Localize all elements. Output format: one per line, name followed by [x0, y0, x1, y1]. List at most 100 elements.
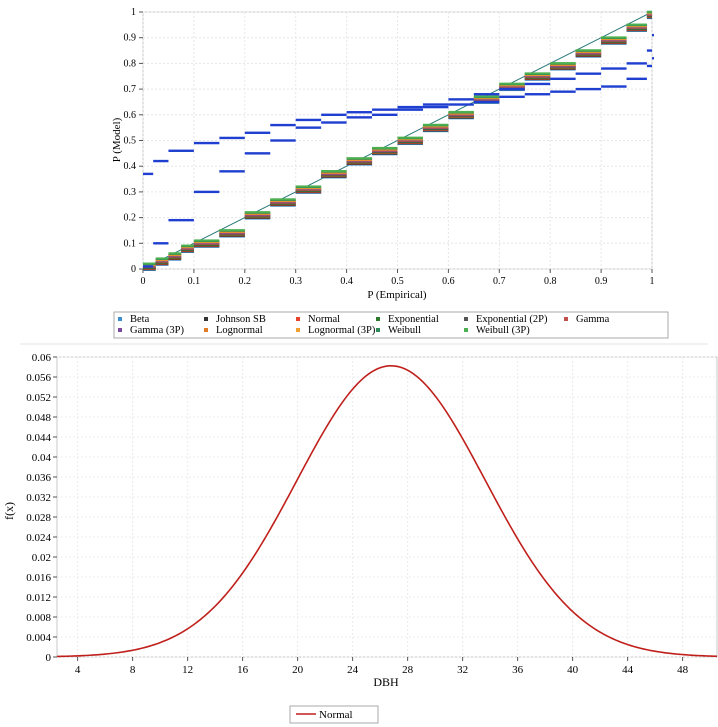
pp-legend-marker [296, 328, 300, 332]
pp-point [346, 116, 373, 119]
pp-point [193, 239, 220, 242]
pp-point [346, 157, 373, 160]
density-y-tick-label: 0.048 [26, 412, 51, 424]
pp-y-tick-label: 0.8 [124, 58, 137, 69]
pp-point [168, 149, 194, 152]
pp-point [422, 123, 449, 126]
pp-legend-marker [118, 317, 122, 321]
density-x-tick-label: 40 [567, 664, 579, 676]
pp-legend-label: Beta [130, 314, 150, 325]
pp-y-axis-label: P (Model) [111, 117, 123, 162]
pp-point [372, 108, 398, 111]
pp-plot: 0 0.1 0.2 0.3 0.4 0.5 0.6 0.7 0.8 0.9 1 0 0.1 0.2 0.3… [111, 7, 669, 339]
density-y-tick-label: 0.044 [26, 432, 51, 444]
density-y-tick-label: 0.02 [32, 552, 51, 564]
pp-point [219, 136, 245, 140]
pp-point [524, 72, 551, 75]
pp-point [270, 139, 296, 142]
pp-point [244, 131, 271, 134]
pp-point [575, 49, 602, 52]
pp-x-tick-label: 0.5 [391, 276, 404, 287]
pp-x-tick-label: 1 [650, 276, 655, 287]
pp-point [270, 123, 296, 127]
density-y-tick-label: 0.056 [26, 372, 51, 384]
pp-y-tick-label: 0 [131, 264, 136, 275]
pp-x-axis-label: P (Empirical) [367, 289, 426, 301]
pp-point [448, 98, 474, 101]
pp-point [372, 113, 398, 116]
pp-y-tick-label: 0.2 [124, 213, 137, 224]
pp-point [168, 252, 182, 255]
pp-y-tick-label: 0.9 [124, 33, 137, 44]
density-plot-area [56, 356, 718, 658]
pp-x-tick-label: 0.3 [289, 276, 302, 287]
density-gridlines [57, 356, 717, 658]
pp-point [524, 82, 551, 86]
pp-data-points [142, 10, 654, 271]
pp-point [652, 33, 654, 37]
pp-point [575, 72, 602, 75]
pp-point [295, 126, 322, 129]
pp-legend-items: Beta Johnson SB Normal Exponential Exponenti… [118, 314, 610, 336]
density-legend-label: Normal [319, 709, 353, 721]
pp-point [550, 90, 576, 93]
density-y-axis-label: f(x) [2, 502, 16, 520]
pp-point [219, 229, 245, 232]
density-y-tick-label: 0.012 [26, 592, 51, 604]
pp-point [473, 93, 500, 96]
pp-y-tick-label: 0.4 [124, 161, 137, 172]
density-y-tick-label: 0.036 [26, 472, 51, 484]
pp-legend-label: Lognormal (3P) [308, 325, 376, 336]
pp-point [422, 103, 449, 106]
pp-legend-label: Johnson SB [216, 314, 266, 325]
pp-point [244, 152, 271, 155]
pp-point [499, 87, 525, 91]
pp-point [652, 57, 654, 60]
density-y-tick-label: 0.016 [26, 572, 51, 584]
pp-point [524, 93, 551, 96]
pp-point [397, 105, 423, 109]
pp-point [422, 105, 449, 109]
pp-point [626, 23, 647, 26]
pp-point [270, 198, 296, 201]
pp-y-axis: 0 0.1 0.2 0.3 0.4 0.5 0.6 0.7 0.8 0.9 1 [124, 7, 143, 275]
density-x-tick-label: 44 [622, 664, 634, 676]
pp-point [499, 82, 525, 85]
pp-point [295, 185, 322, 188]
density-y-tick-label: 0 [46, 652, 52, 664]
pp-legend-marker [204, 317, 208, 321]
pp-point [646, 49, 652, 52]
pp-x-tick-label: 0.4 [340, 276, 353, 287]
pp-y-tick-label: 0.7 [124, 84, 137, 95]
pp-x-tick-label: 0.9 [595, 276, 608, 287]
pp-point [448, 110, 474, 113]
pp-point [646, 10, 652, 13]
density-x-tick-label: 28 [402, 664, 414, 676]
density-x-tick-label: 24 [347, 664, 359, 676]
pp-point [646, 64, 652, 68]
pp-point [168, 218, 194, 222]
pp-y-tick-label: 0.5 [124, 136, 137, 147]
density-x-axis: 4 8 12 16 20 24 28 32 36 40 44 48 [75, 657, 689, 676]
pp-legend-marker [564, 317, 568, 321]
pp-point [295, 118, 322, 122]
pp-point [473, 100, 500, 104]
pp-point [153, 242, 169, 245]
density-y-tick-label: 0.024 [26, 532, 51, 544]
pp-point [181, 244, 194, 247]
density-y-tick-label: 0.06 [32, 352, 52, 364]
density-x-tick-label: 48 [677, 664, 689, 676]
pp-point [397, 136, 423, 139]
pp-point [321, 121, 347, 124]
pp-point [550, 62, 576, 65]
density-x-tick-label: 32 [457, 664, 468, 676]
pp-point [601, 67, 627, 70]
pp-point [575, 87, 602, 91]
pp-y-tick-label: 0.6 [124, 110, 137, 121]
pp-legend-label: Gamma [576, 314, 610, 325]
density-y-axis: 0 0.004 0.008 0.012 0.016 0.02 0.024 0.028 0.032… [26, 352, 57, 664]
pp-x-tick-label: 0.6 [442, 276, 455, 287]
pp-point [346, 111, 373, 114]
density-x-tick-label: 12 [182, 664, 193, 676]
